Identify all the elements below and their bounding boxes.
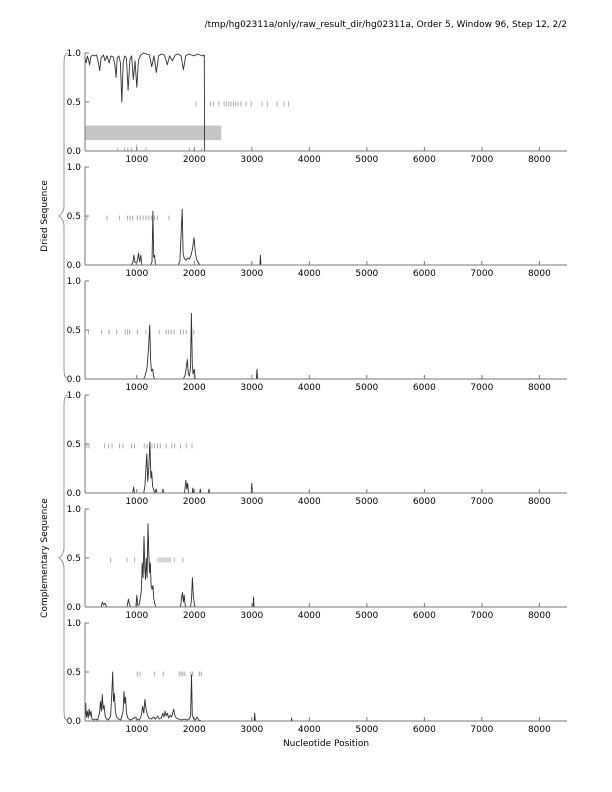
- x-tick-label: 5000: [355, 497, 378, 507]
- panel-6-curve: [84, 671, 567, 722]
- brace-dried-sequence: [58, 52, 69, 380]
- y-tick-label: 0.5: [67, 554, 81, 564]
- y-tick-label: 1.0: [67, 163, 82, 173]
- x-tick-label: 4000: [298, 155, 321, 165]
- x-tick-label: 6000: [413, 611, 436, 621]
- y-tick-label: 1.0: [67, 49, 82, 59]
- x-tick-label: 7000: [470, 611, 493, 621]
- panel-5-curve: [85, 523, 567, 608]
- x-tick-label: 5000: [355, 155, 378, 165]
- group-label-dried-sequence: Dried Sequence: [40, 180, 50, 252]
- y-tick-label: 1.0: [67, 619, 82, 629]
- x-tick-label: 2000: [183, 611, 206, 621]
- x-tick-label: 3000: [240, 383, 263, 393]
- x-tick-label: 5000: [355, 611, 378, 621]
- x-tick-label: 1000: [125, 383, 148, 393]
- group-label-complementary-sequence: Complementary Sequence: [40, 498, 50, 618]
- x-tick-label: 8000: [528, 269, 551, 279]
- x-tick-label: 7000: [470, 269, 493, 279]
- x-tick-label: 1000: [125, 725, 148, 735]
- y-tick-label: 0.0: [67, 375, 82, 385]
- x-tick-label: 4000: [298, 497, 321, 507]
- x-tick-label: 8000: [528, 383, 551, 393]
- x-tick-label: 1000: [125, 611, 148, 621]
- y-tick-label: 0.0: [67, 603, 82, 613]
- y-tick-label: 0.0: [67, 147, 82, 157]
- x-tick-label: 6000: [413, 269, 436, 279]
- x-tick-label: 2000: [183, 497, 206, 507]
- x-tick-label: 1000: [125, 269, 148, 279]
- panel-2-curve: [85, 208, 567, 266]
- panel-1-curve: [84, 52, 567, 152]
- x-tick-label: 4000: [298, 725, 321, 735]
- y-tick-label: 0.5: [67, 212, 81, 222]
- y-tick-label: 1.0: [67, 277, 82, 287]
- brace-complementary-sequence: [58, 394, 69, 722]
- x-tick-label: 2000: [183, 155, 206, 165]
- x-tick-label: 4000: [298, 383, 321, 393]
- x-tick-label: 6000: [413, 725, 436, 735]
- x-tick-label: 2000: [183, 269, 206, 279]
- x-tick-label: 4000: [298, 611, 321, 621]
- x-tick-label: 6000: [413, 383, 436, 393]
- y-tick-label: 0.5: [67, 668, 81, 678]
- x-axis-label: Nucleotide Position: [282, 739, 370, 749]
- panel-4-curve: [85, 441, 567, 494]
- x-tick-label: 2000: [183, 725, 206, 735]
- highlight-band: [85, 125, 222, 141]
- x-tick-label: 8000: [528, 611, 551, 621]
- y-tick-label: 0.5: [67, 440, 81, 450]
- figure-title: /tmp/hg02311a/only/raw_result_dir/hg0231…: [204, 20, 567, 30]
- x-tick-label: 2000: [183, 383, 206, 393]
- y-tick-label: 0.0: [67, 717, 82, 727]
- x-tick-label: 6000: [413, 497, 436, 507]
- x-tick-label: 1000: [125, 155, 148, 165]
- x-tick-label: 8000: [528, 497, 551, 507]
- y-tick-label: 0.0: [67, 489, 82, 499]
- x-tick-label: 1000: [125, 497, 148, 507]
- x-tick-label: 7000: [470, 155, 493, 165]
- x-tick-label: 3000: [240, 611, 263, 621]
- x-tick-label: 3000: [240, 269, 263, 279]
- x-tick-label: 3000: [240, 155, 263, 165]
- panel-3-curve: [85, 312, 567, 380]
- x-tick-label: 5000: [355, 269, 378, 279]
- x-tick-label: 3000: [240, 497, 263, 507]
- y-tick-label: 0.5: [67, 326, 81, 336]
- y-tick-label: 0.0: [67, 261, 82, 271]
- x-tick-label: 8000: [528, 725, 551, 735]
- x-tick-label: 7000: [470, 497, 493, 507]
- x-tick-label: 7000: [470, 725, 493, 735]
- y-tick-label: 1.0: [67, 505, 82, 515]
- y-tick-label: 0.5: [67, 98, 81, 108]
- y-tick-label: 1.0: [67, 391, 82, 401]
- x-tick-label: 6000: [413, 155, 436, 165]
- x-tick-label: 7000: [470, 383, 493, 393]
- x-tick-label: 5000: [355, 725, 378, 735]
- x-tick-label: 8000: [528, 155, 551, 165]
- x-tick-label: 4000: [298, 269, 321, 279]
- x-tick-label: 5000: [355, 383, 378, 393]
- x-tick-label: 3000: [240, 725, 263, 735]
